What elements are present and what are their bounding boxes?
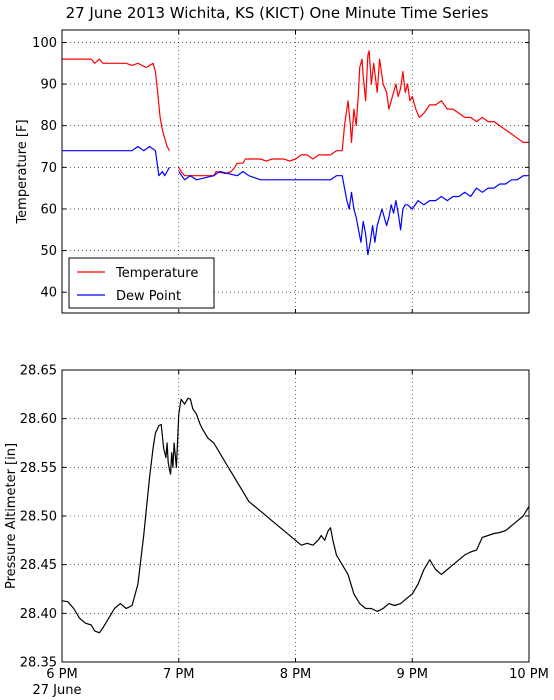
temperature-dewpoint-panel: 40 50 60 70 80 90 100 Temperature [F] Temperat… [15,29,530,314]
y-axis-label-temperature: Temperature [F] [15,119,30,224]
y-tick-label-top: 50 [40,244,57,259]
y-tick-label-bottom: 28.45 [20,558,57,573]
series-line-dew-point [62,145,529,256]
series-line-temperature [62,50,529,177]
pressure-panel: 6 PM 7 PM 8 PM 9 PM 10 PM 28.35 28.40 28.45 28.5… [4,364,549,699]
y-axis-label-pressure: Pressure Altimeter [in] [4,443,19,589]
grid-bottom [62,370,529,662]
ticks-bottom: 6 PM 7 PM 8 PM 9 PM 10 PM 28.35 28.40 28.45 28.5… [20,364,549,683]
y-tick-label-top: 90 [40,78,57,93]
x-tick-label: 10 PM [509,667,549,682]
x-tick-label: 9 PM [397,667,428,682]
ticks-top: 40 50 60 70 80 90 100 [32,30,530,313]
y-tick-label-bottom: 28.40 [20,607,57,622]
x-axis-date-label: 27 June [33,683,82,698]
y-tick-label-bottom: 28.55 [20,461,57,476]
y-tick-label-top: 80 [40,119,57,134]
x-tick-label: 7 PM [163,667,194,682]
x-tick-label: 6 PM [46,667,77,682]
y-tick-label-bottom: 28.50 [20,510,57,525]
series-top [62,50,529,256]
y-tick-label-bottom: 28.35 [20,656,57,671]
x-tick-label: 8 PM [280,667,311,682]
series-bottom [61,397,530,634]
y-tick-label-top: 100 [32,36,57,51]
y-tick-label-bottom: 28.60 [20,412,57,427]
y-tick-label-bottom: 28.65 [20,364,57,379]
legend: Temperature Dew Point [68,257,215,309]
y-tick-label-top: 40 [40,286,57,301]
chart-title: 27 June 2013 Wichita, KS (KICT) One Minu… [66,4,489,22]
legend-label-temperature: Temperature [115,266,198,281]
series-line-pressure [61,397,530,634]
y-tick-label-top: 70 [40,161,57,176]
legend-box [68,257,215,309]
legend-label-dew-point: Dew Point [116,289,181,304]
y-tick-label-top: 60 [40,202,57,217]
